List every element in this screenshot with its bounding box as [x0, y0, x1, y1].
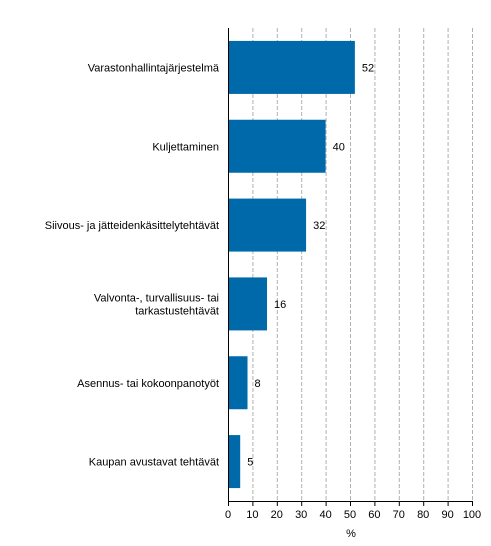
x-tick-label-80: 80 — [417, 509, 429, 521]
bar-5 — [228, 356, 248, 410]
x-tick-label-0: 0 — [225, 509, 231, 521]
gridlines — [252, 28, 473, 501]
category-label-2: Kuljettaminen — [152, 141, 219, 153]
x-tick-label-100: 100 — [463, 509, 481, 521]
x-tick-label-60: 60 — [368, 509, 380, 521]
bar-4 — [228, 277, 268, 331]
value-label-2: 40 — [333, 141, 345, 153]
bar-2 — [228, 119, 326, 173]
x-tick-label-30: 30 — [295, 509, 307, 521]
category-label-4-line-1: Valvonta-, turvallisuus- tai — [94, 292, 219, 304]
value-label-4: 16 — [274, 299, 286, 311]
bar-3 — [228, 198, 307, 252]
value-label-6: 5 — [247, 457, 253, 469]
value-labels: 52 40 32 16 8 5 — [247, 62, 374, 468]
category-label-1: Varastonhallintajärjestelmä — [88, 62, 220, 74]
category-labels: Varastonhallintajärjestelmä Kuljettaminen… — [45, 62, 220, 468]
value-label-3: 32 — [313, 220, 325, 232]
value-label-1: 52 — [362, 62, 374, 74]
bars — [228, 40, 355, 489]
category-label-3: Siivous- ja jätteidenkäsittelytehtävät — [45, 220, 219, 232]
bar-6 — [228, 435, 241, 489]
x-tick-label-40: 40 — [319, 509, 331, 521]
x-tick-label-70: 70 — [393, 509, 405, 521]
x-tick-label-20: 20 — [271, 509, 283, 521]
category-label-6: Kaupan avustavat tehtävät — [89, 457, 219, 469]
category-label-4-line-2: tarkastustehtävät — [135, 305, 219, 317]
x-tick-label-10: 10 — [246, 509, 258, 521]
value-label-5: 8 — [255, 378, 261, 390]
x-axis: 0 10 20 30 40 50 60 70 80 90 100 — [225, 28, 481, 521]
category-label-5: Asennus- tai kokoonpanotyöt — [77, 378, 219, 390]
x-tick-label-50: 50 — [344, 509, 356, 521]
x-tick-label-90: 90 — [441, 509, 453, 521]
bar-1 — [228, 40, 355, 94]
x-axis-title: % — [346, 528, 356, 540]
